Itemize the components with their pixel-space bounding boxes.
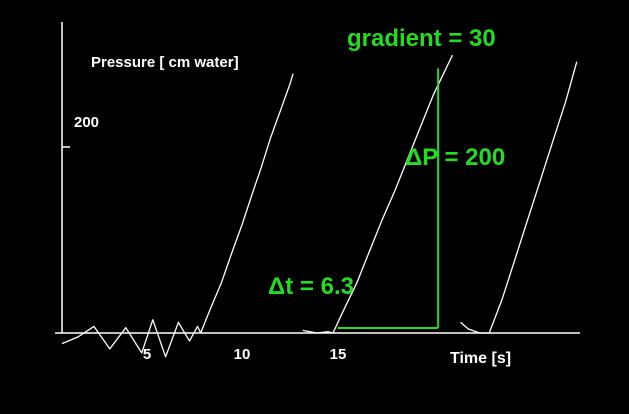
- pressure-trace-1: [61, 73, 294, 358]
- delta-p-annotation: ΔP = 200: [405, 144, 505, 171]
- x-tick-label-10: 10: [234, 346, 251, 363]
- x-axis-label: Time [s]: [450, 350, 511, 367]
- delta-t-annotation: Δt = 6.3: [268, 273, 354, 300]
- gradient-annotation: gradient = 30: [347, 25, 496, 52]
- y-tick-label-200: 200: [74, 114, 99, 131]
- pressure-trace-3: [460, 61, 578, 334]
- pressure-trace-2: [302, 54, 454, 334]
- x-tick-label-5: 5: [143, 346, 151, 363]
- series-layer: [61, 54, 578, 358]
- y-axis-label: Pressure [ cm water]: [91, 54, 239, 71]
- x-tick-label-15: 15: [330, 346, 347, 363]
